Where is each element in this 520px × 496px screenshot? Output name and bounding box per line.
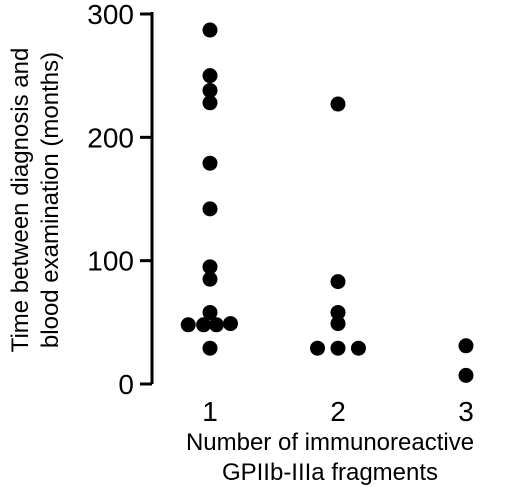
data-point (330, 274, 346, 290)
data-point (202, 340, 218, 356)
x-tick-label: 2 (330, 396, 346, 427)
data-point (202, 155, 218, 171)
data-point (202, 68, 218, 84)
data-point (458, 367, 474, 383)
y-axis-title-line2: blood examination (months) (37, 52, 64, 348)
data-point (330, 304, 346, 320)
data-point (330, 96, 346, 112)
data-point (208, 317, 224, 333)
data-point (180, 317, 196, 333)
data-point (222, 316, 238, 332)
data-point (202, 22, 218, 38)
y-axis-title-line1: Time between diagnosis and (7, 48, 34, 353)
y-ticks: 0 100 200 300 (87, 0, 152, 400)
x-ticks: 1234 (202, 396, 474, 427)
data-point (458, 338, 474, 354)
y-tick-label: 200 (87, 122, 134, 153)
data-point (196, 317, 212, 333)
y-tick-label: 100 (87, 246, 134, 277)
data-point (202, 271, 218, 287)
y-tick-label: 300 (87, 0, 134, 30)
data-point (202, 304, 218, 320)
y-tick-label: 0 (118, 369, 134, 400)
x-axis-title-line2: GPIIb-IIIa fragments (222, 459, 438, 486)
x-tick-label: 1 (202, 396, 218, 427)
data-point (202, 201, 218, 217)
data-point (202, 259, 218, 275)
data-point (330, 340, 346, 356)
data-point (330, 316, 346, 332)
x-tick-label: 3 (458, 396, 474, 427)
x-axis-title-line1: Number of immunoreactive (186, 429, 474, 456)
data-point (310, 340, 326, 356)
data-point (202, 95, 218, 111)
data-point (202, 82, 218, 98)
data-points (180, 22, 474, 383)
data-point (350, 340, 366, 356)
